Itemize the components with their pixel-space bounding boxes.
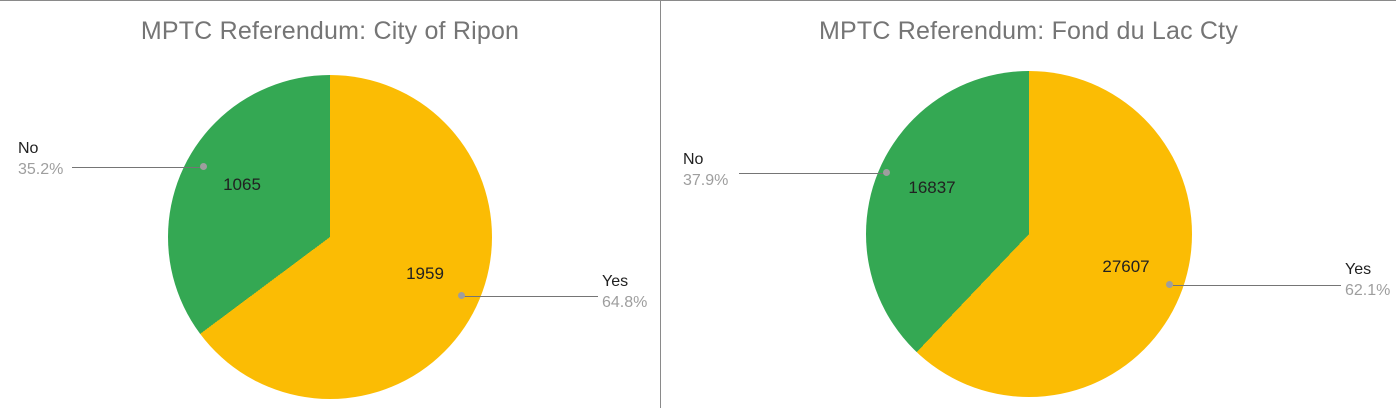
chart-title: MPTC Referendum: Fond du Lac Cty: [818, 17, 1239, 45]
slice-value-label: 1065: [223, 175, 261, 194]
pie-chart-fond-du-lac[interactable]: [866, 71, 1192, 397]
leader-line: [739, 173, 887, 174]
callout-percent: 64.8%: [602, 294, 648, 311]
callout-label: Yes: [1345, 261, 1372, 278]
leader-dot: [458, 292, 465, 299]
callout-percent: 35.2%: [18, 161, 64, 178]
slice-value-label: 1959: [406, 264, 444, 283]
chart-title: MPTC Referendum: City of Ripon: [140, 17, 520, 45]
chart-panel-fond-du-lac: MPTC Referendum: Fond du Lac Cty 27607 1…: [660, 1, 1396, 408]
leader-line: [464, 296, 598, 297]
chart-panel-ripon: MPTC Referendum: City of Ripon 1959 1065…: [0, 1, 660, 408]
callout-yes: Yes 64.8%: [602, 271, 647, 313]
leader-line: [1173, 285, 1341, 286]
callout-label: No: [18, 140, 39, 157]
slice-value-label: 16837: [908, 178, 956, 197]
leader-dot: [200, 163, 207, 170]
leader-line: [72, 167, 203, 168]
callout-label: No: [683, 151, 704, 168]
callout-no: No 37.9%: [683, 149, 728, 191]
callout-no: No 35.2%: [18, 138, 63, 180]
callout-percent: 37.9%: [683, 172, 729, 189]
leader-dot: [883, 169, 890, 176]
pie-chart-ripon[interactable]: [168, 75, 492, 399]
callout-label: Yes: [602, 273, 629, 290]
callout-yes: Yes 62.1%: [1345, 259, 1390, 301]
callout-percent: 62.1%: [1345, 282, 1391, 299]
slice-value-label: 27607: [1102, 257, 1150, 276]
leader-dot: [1166, 281, 1173, 288]
